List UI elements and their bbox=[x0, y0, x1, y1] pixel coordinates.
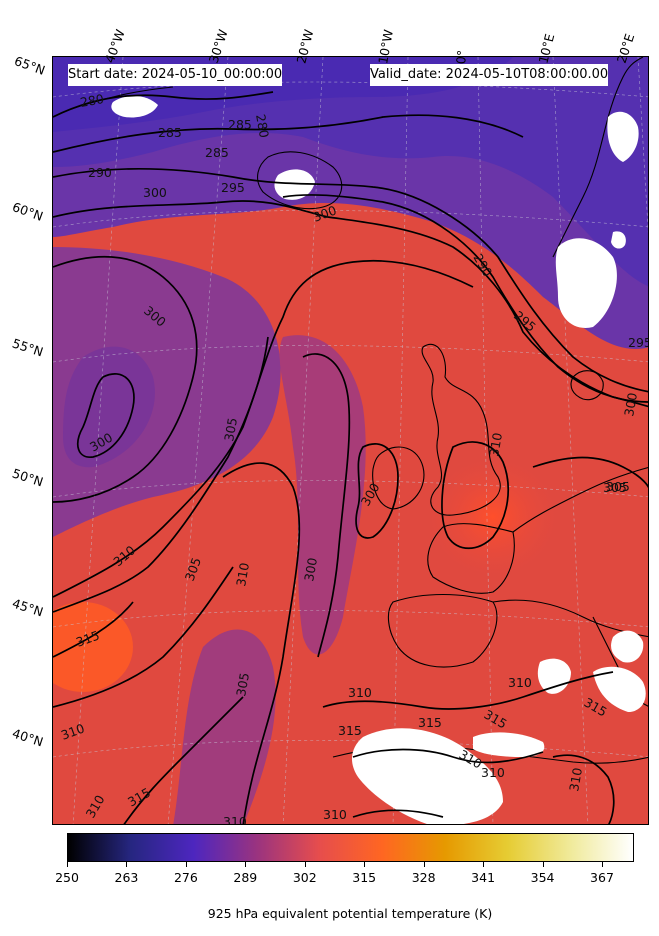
contour-310-lobe bbox=[222, 462, 301, 824]
contour-label: 280 bbox=[79, 91, 105, 110]
latitude-label: 55°N bbox=[10, 335, 46, 360]
contour-label: 305 bbox=[233, 671, 252, 697]
contour-310-iberia bbox=[441, 441, 509, 550]
contour-label: 285 bbox=[228, 117, 252, 132]
colorbar-tick bbox=[483, 862, 485, 867]
denmark-coast bbox=[570, 370, 604, 401]
colorbar-tick bbox=[304, 862, 306, 867]
contour-280 bbox=[53, 91, 274, 118]
contour-310-africa bbox=[552, 754, 615, 824]
contour-310-west bbox=[53, 336, 269, 613]
contour-label: 310 bbox=[481, 765, 505, 780]
contour-315-med bbox=[352, 748, 544, 764]
colorbar-title: 925 hPa equivalent potential temperature… bbox=[207, 906, 493, 921]
contour-label: 280 bbox=[253, 113, 272, 139]
contour-label: 310 bbox=[348, 685, 372, 700]
contour-label: 315 bbox=[418, 715, 442, 730]
very-cold-north-zone bbox=[53, 57, 648, 287]
longitude-label: 0° bbox=[453, 49, 470, 65]
valid-date-label: Valid_date: 2024-05-10T08:00:00.00 bbox=[370, 64, 609, 86]
contour-290-north bbox=[53, 167, 648, 393]
contour-300-biscay bbox=[355, 443, 399, 539]
colorbar-tick-label: 328 bbox=[411, 870, 436, 885]
latitude-label: 40°N bbox=[10, 725, 46, 750]
contour-label: 310 bbox=[323, 807, 347, 822]
latitude-label: 50°N bbox=[10, 465, 46, 490]
colorbar-tick bbox=[364, 862, 366, 867]
iberia-warm-core bbox=[428, 457, 558, 577]
contour-label: 300 bbox=[301, 556, 320, 582]
colorbar-tick-label: 289 bbox=[233, 870, 258, 885]
contour-315-south bbox=[123, 696, 244, 824]
contour-label: 285 bbox=[205, 145, 229, 160]
colorbar-tick-label: 315 bbox=[352, 870, 377, 885]
continent-coast bbox=[512, 466, 648, 533]
contour-label: 295 bbox=[628, 335, 649, 350]
start-date-label: Start date: 2024-05-10_00:00:00 bbox=[68, 64, 283, 86]
contour-label: 305 bbox=[606, 479, 630, 494]
colorbar-tick bbox=[67, 862, 68, 867]
theta-e-map: 280 285 285 285 280 290 290 295 300 300 … bbox=[53, 57, 649, 825]
colorbar bbox=[67, 833, 634, 862]
contour-label: 310 bbox=[223, 814, 247, 825]
contour-315-west bbox=[53, 601, 134, 658]
mid-atlantic-lobe bbox=[279, 335, 366, 655]
colorbar-tick-label: 367 bbox=[590, 870, 614, 885]
iberia-coast bbox=[387, 594, 498, 668]
contour-300-west bbox=[53, 255, 198, 503]
map-panel: 280 285 285 285 280 290 290 295 300 300 … bbox=[52, 56, 649, 825]
latitude-label: 60°N bbox=[10, 199, 46, 224]
contour-305-lobe bbox=[302, 353, 351, 658]
contour-label: 305 bbox=[221, 416, 240, 442]
contour-315-africa bbox=[352, 809, 444, 818]
colorbar-tick-label: 263 bbox=[114, 870, 139, 885]
colorbar-tick-label: 250 bbox=[55, 870, 79, 885]
latitude-label: 45°N bbox=[10, 595, 46, 620]
contour-lines bbox=[53, 91, 648, 824]
contour-label: 300 bbox=[143, 185, 167, 200]
colorbar-tick bbox=[126, 862, 128, 867]
norway-coast bbox=[552, 57, 644, 258]
contour-label: 315 bbox=[338, 723, 362, 738]
colorbar-tick bbox=[423, 862, 425, 867]
contour-310-med bbox=[322, 671, 614, 710]
britain-coast bbox=[421, 344, 501, 516]
colorbar-tick bbox=[601, 862, 603, 867]
contour-label: 310 bbox=[508, 675, 532, 690]
colorbar-tick bbox=[542, 862, 544, 867]
contour-label: 310 bbox=[566, 766, 585, 792]
colorbar-tick-label: 276 bbox=[173, 870, 198, 885]
colorbar-tick-label: 354 bbox=[530, 870, 555, 885]
contour-285 bbox=[53, 114, 524, 153]
contour-label: 285 bbox=[158, 125, 182, 140]
contour-label: 295 bbox=[221, 180, 245, 195]
colorbar-tick-label: 341 bbox=[471, 870, 496, 885]
contour-295 bbox=[282, 194, 648, 403]
colorbar-tick-label: 302 bbox=[292, 870, 317, 885]
colorbar-tick bbox=[245, 862, 247, 867]
iceland-coast bbox=[257, 151, 343, 210]
west-purple-inner bbox=[63, 346, 155, 468]
contour-label: 305 bbox=[603, 480, 627, 495]
contour-305-europe bbox=[532, 456, 648, 489]
latitude-label: 65°N bbox=[12, 53, 48, 78]
graticule bbox=[53, 57, 648, 824]
contour-label: 300 bbox=[621, 391, 640, 417]
contour-300-north bbox=[53, 200, 648, 408]
contour-label: 310 bbox=[486, 431, 505, 457]
south-purple-lobe bbox=[173, 629, 276, 824]
contour-label: 310 bbox=[233, 561, 252, 587]
contour-300-inner bbox=[76, 373, 135, 458]
contour-label: 290 bbox=[88, 165, 112, 180]
contour-310-south bbox=[53, 566, 234, 708]
france-coast bbox=[427, 523, 515, 594]
colorbar-tick bbox=[185, 862, 187, 867]
